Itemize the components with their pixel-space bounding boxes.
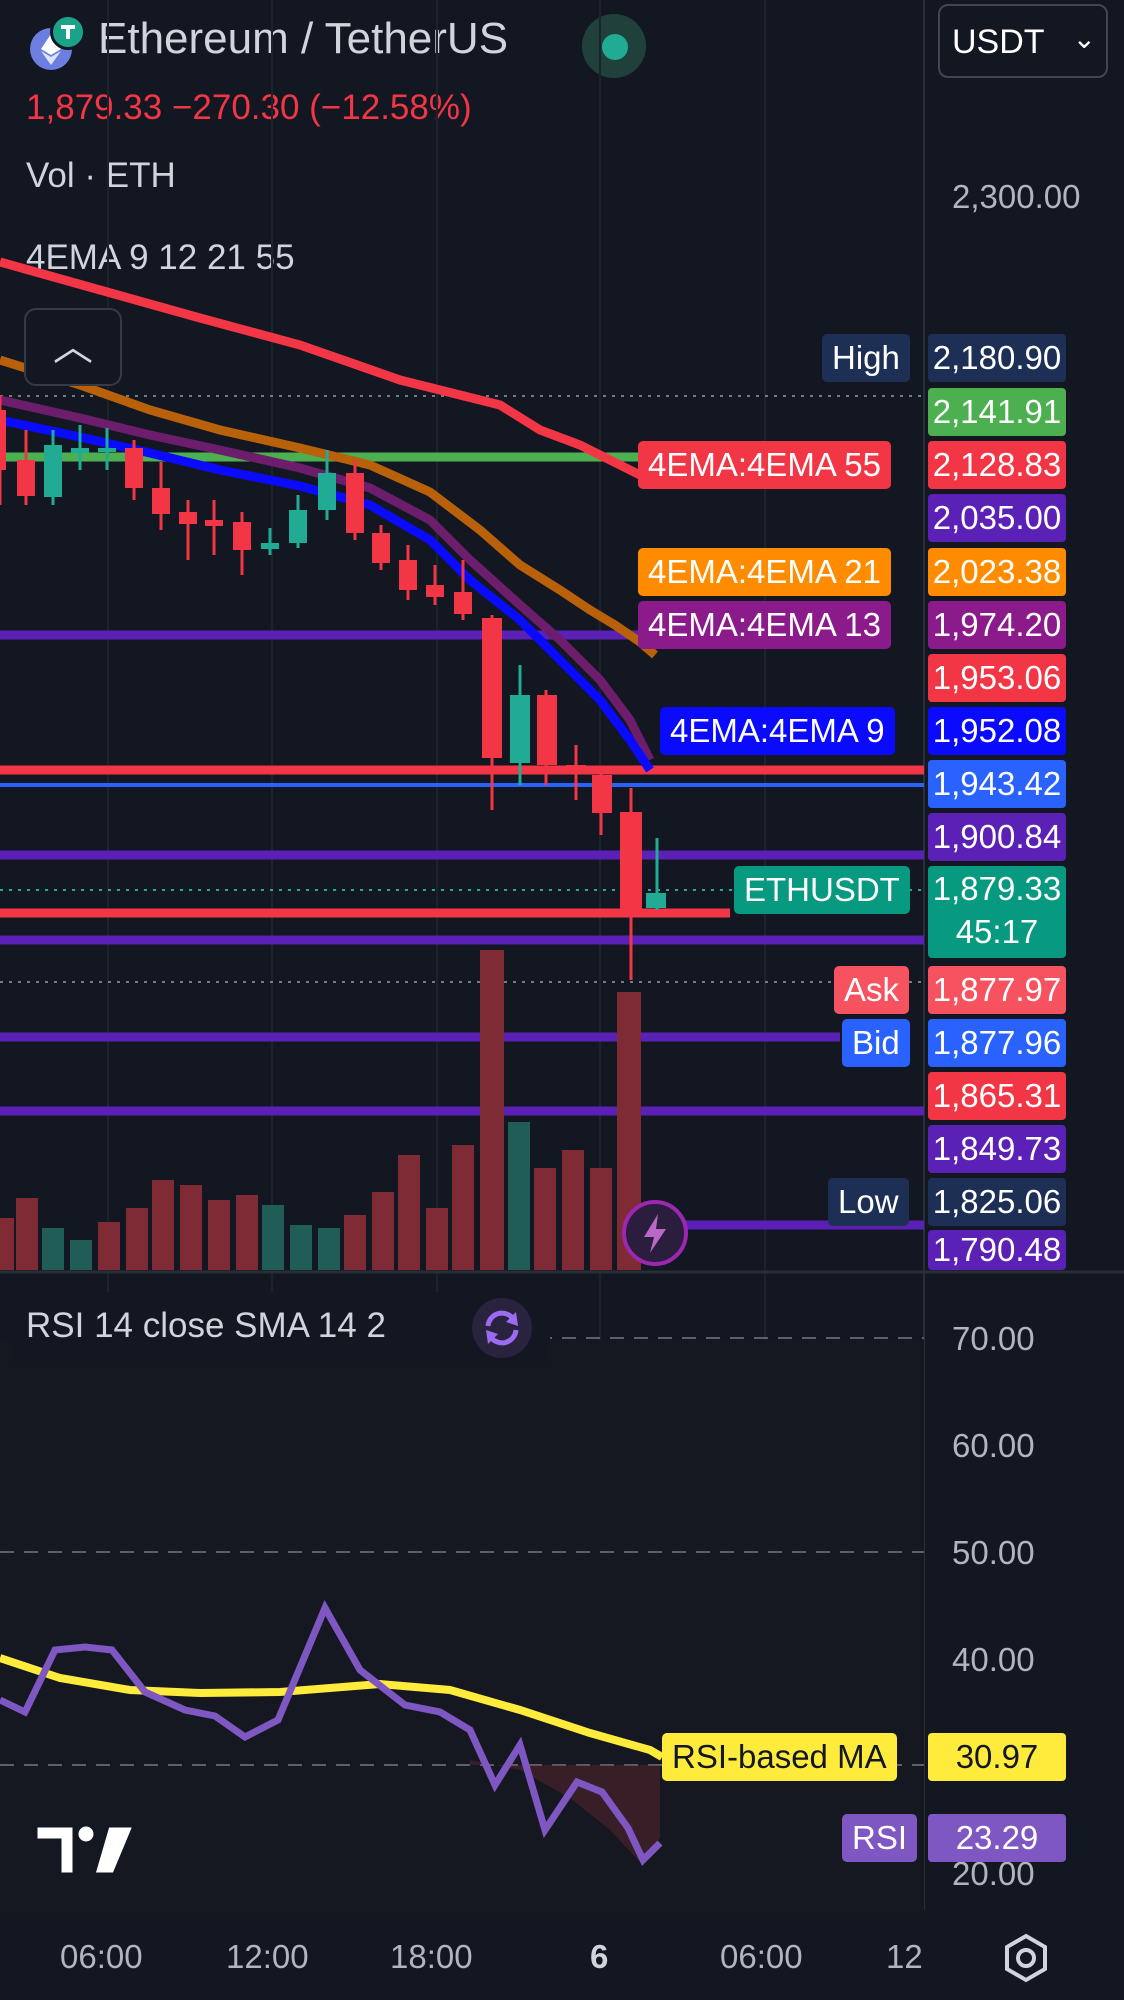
rsi-axis-tick: 60.00 <box>952 1427 1035 1464</box>
rsi-ma-label: RSI-based MA <box>662 1733 897 1781</box>
chart-settings-button[interactable] <box>996 1928 1056 1988</box>
market-open-dot-icon <box>602 34 628 60</box>
ema-legend[interactable]: 4EMA 9 12 21 55 <box>26 238 295 277</box>
bar-countdown: 45:17 <box>955 913 1039 950</box>
low-label: Low <box>828 1178 909 1226</box>
ask-label: Ask <box>834 966 910 1014</box>
time-axis-tick: 12:00 <box>226 1938 309 1975</box>
ema21-line <box>0 355 658 659</box>
ema55-label: 4EMA:4EMA 55 <box>638 441 891 489</box>
rsi-oversold-fill <box>470 1760 660 1862</box>
tether-coin-icon <box>50 14 86 50</box>
collapse-legend-button[interactable]: ︿ <box>24 308 122 386</box>
lightning-icon <box>622 1200 688 1266</box>
ema21-value: 2,023.38 <box>928 548 1066 596</box>
time-axis-tick: 06:00 <box>60 1938 143 1975</box>
rsi-axis-tick: 50.00 <box>952 1534 1035 1571</box>
last-price-box: 1,879.33 45:17 <box>928 866 1066 958</box>
ema9-line <box>0 415 654 773</box>
bid-value: 1,877.96 <box>928 1019 1066 1067</box>
time-axis-tick: 12 <box>886 1938 923 1975</box>
rsi-line <box>0 1600 663 1867</box>
time-axis-tick: 06:00 <box>720 1938 803 1975</box>
level-value: 2,035.00 <box>928 494 1066 542</box>
rsi-ma-value: 30.97 <box>928 1733 1066 1781</box>
time-axis-tick-day: 6 <box>590 1938 609 1975</box>
symbol-label: ETHUSDT <box>734 866 910 914</box>
low-value: 1,825.06 <box>928 1178 1066 1226</box>
volume-legend[interactable]: Vol · ETH <box>26 156 176 195</box>
alert-button[interactable] <box>622 1200 688 1266</box>
level-value: 1,953.06 <box>928 654 1066 702</box>
rsi-legend[interactable]: RSI 14 close SMA 14 2 <box>26 1306 386 1345</box>
ema13-line <box>0 395 655 763</box>
currency-select[interactable]: USDT ⌄ <box>938 4 1108 78</box>
price-axis-tick: 2,300.00 <box>952 178 1081 215</box>
level-value: 2,141.91 <box>928 388 1066 436</box>
level-value: 1,943.42 <box>928 760 1066 808</box>
gear-icon <box>1005 1933 1047 1983</box>
rsi-axis-tick: 70.00 <box>952 1320 1035 1357</box>
level-value: 1,900.84 <box>928 813 1066 861</box>
ema13-value: 1,974.20 <box>928 601 1066 649</box>
ema9-value: 1,952.08 <box>928 707 1066 755</box>
ema13-label: 4EMA:4EMA 13 <box>638 601 891 649</box>
level-value: 1,790.48 <box>928 1230 1066 1270</box>
sync-button[interactable] <box>470 1296 534 1360</box>
last-price-value: 1,879.33 <box>932 870 1062 907</box>
high-value: 2,180.90 <box>928 334 1066 382</box>
ema21-label: 4EMA:4EMA 21 <box>638 548 891 596</box>
currency-select-value: USDT <box>952 23 1045 61</box>
chevron-down-icon: ⌄ <box>1072 23 1096 54</box>
ema9-label: 4EMA:4EMA 9 <box>660 707 895 755</box>
tradingview-logo[interactable] <box>34 1822 137 1878</box>
price-change-line: 1,879.33 −270.30 (−12.58%) <box>26 88 472 127</box>
sync-icon <box>472 1298 532 1358</box>
ema55-line <box>0 257 643 480</box>
level-value: 1,865.31 <box>928 1072 1066 1120</box>
bid-label: Bid <box>842 1019 910 1067</box>
ask-value: 1,877.97 <box>928 966 1066 1014</box>
high-label: High <box>822 334 910 382</box>
rsi-legend-bg <box>10 1292 550 1366</box>
rsi-pane-bg <box>0 1340 924 1910</box>
symbol-title[interactable]: Ethereum / TetherUS <box>98 14 509 63</box>
rsi-axis-tick: 40.00 <box>952 1641 1035 1678</box>
chevron-up-icon: ︿ <box>53 325 93 369</box>
time-axis-tick: 18:00 <box>390 1938 473 1975</box>
candlesticks <box>0 395 666 980</box>
rsi-label: RSI <box>842 1814 918 1862</box>
ema55-value: 2,128.83 <box>928 441 1066 489</box>
rsi-value: 23.29 <box>928 1814 1066 1862</box>
level-value: 1,849.73 <box>928 1125 1066 1173</box>
